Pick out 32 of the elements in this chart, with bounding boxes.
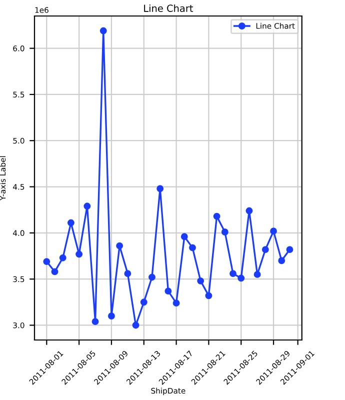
point: [238, 274, 245, 282]
point: [100, 27, 107, 34]
point: [116, 242, 124, 250]
point: [67, 219, 74, 226]
point: [76, 250, 83, 258]
point: [230, 270, 236, 278]
point: [246, 207, 253, 214]
point: [43, 258, 50, 266]
point: [140, 298, 148, 306]
point: [84, 202, 91, 210]
point: [180, 233, 188, 240]
point: [262, 246, 269, 254]
point: [164, 288, 172, 295]
point: [205, 292, 212, 300]
point: [172, 300, 180, 307]
point: [132, 322, 140, 329]
point: [213, 212, 220, 220]
point: [278, 257, 286, 264]
point: [92, 318, 99, 326]
point: [148, 274, 156, 281]
point: [124, 270, 132, 278]
point: [221, 228, 228, 236]
point: [197, 277, 204, 284]
point: [59, 254, 66, 262]
point: [189, 244, 196, 252]
point: [156, 185, 164, 192]
chart-title: Line Chart: [144, 4, 193, 12]
point: [254, 270, 261, 278]
point: [51, 268, 58, 276]
point: [286, 246, 294, 254]
point: [270, 228, 277, 235]
point: [108, 312, 115, 320]
